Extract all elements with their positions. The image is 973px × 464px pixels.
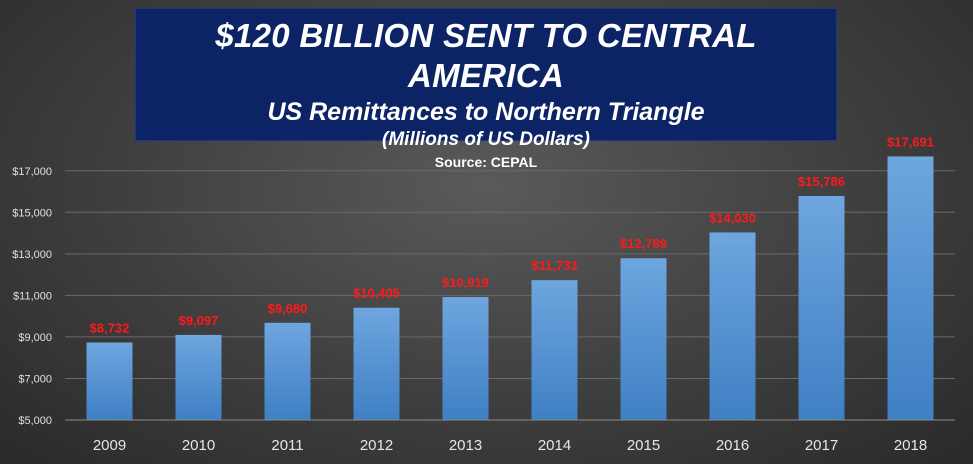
- bar-2014: [531, 280, 578, 420]
- y-tick-label: $5,000: [18, 415, 52, 427]
- chart-title: $120 BILLION SENT TO CENTRAL AMERICA: [215, 17, 757, 94]
- x-tick-label: 2017: [805, 437, 838, 454]
- y-tick-label: $7,000: [18, 373, 52, 385]
- data-label-2014: $11,733: [531, 258, 577, 273]
- data-label-2011: $9,680: [268, 301, 308, 316]
- bar-2010: [175, 334, 222, 420]
- data-label-2015: $12,789: [620, 236, 667, 251]
- bar-2015: [620, 258, 667, 420]
- x-tick-label: 2009: [93, 437, 126, 454]
- x-tick-label: 2015: [627, 437, 660, 454]
- bar-2012: [353, 307, 400, 420]
- data-label-2016: $14,030: [709, 210, 756, 225]
- y-tick-label: $17,000: [12, 166, 52, 178]
- data-label-2018: $17,691: [887, 134, 934, 149]
- bars: [86, 156, 934, 420]
- x-tick-label: 2014: [538, 437, 571, 454]
- chart-source: Source: CEPAL: [434, 154, 538, 170]
- x-axis: 2009 2010 2011 2012 2013 2014 2015 2016 2017 2018: [65, 419, 955, 454]
- y-tick-label: $9,000: [18, 332, 52, 344]
- bar-2017: [798, 195, 845, 420]
- title-banner: $120 BILLION SENT TO CENTRAL AMERICA US …: [135, 8, 837, 170]
- y-axis: $5,000 $7,000 $9,000 $11,000 $13,000 $15,000 $…: [12, 166, 52, 427]
- bar-2013: [442, 297, 489, 420]
- x-tick-label: 2010: [182, 437, 215, 454]
- data-label-2009: $8,732: [90, 320, 130, 335]
- x-tick-label: 2013: [449, 437, 482, 454]
- x-tick-label: 2012: [360, 437, 393, 454]
- bar-2018: [887, 156, 934, 420]
- x-tick-label: 2018: [894, 437, 927, 454]
- data-label-2013: $10,919: [442, 275, 489, 290]
- y-tick-label: $13,000: [12, 249, 52, 261]
- data-label-2012: $10,405: [353, 286, 400, 301]
- bar-2016: [709, 232, 756, 420]
- x-tick-label: 2016: [716, 437, 749, 454]
- y-tick-label: $15,000: [12, 207, 52, 219]
- data-label-2010: $9,097: [179, 313, 219, 328]
- y-tick-label: $11,000: [13, 290, 52, 302]
- data-label-2017: $15,786: [798, 174, 845, 189]
- data-labels: $8,732 $9,097 $9,680 $10,405 $10,919 $11,733 $…: [90, 134, 934, 335]
- bar-2011: [264, 322, 311, 420]
- chart-units: (Millions of US Dollars): [382, 129, 590, 150]
- x-tick-label: 2011: [271, 437, 303, 454]
- chart-subtitle: US Remittances to Northern Triangle: [267, 98, 705, 126]
- bar-2009: [86, 342, 133, 420]
